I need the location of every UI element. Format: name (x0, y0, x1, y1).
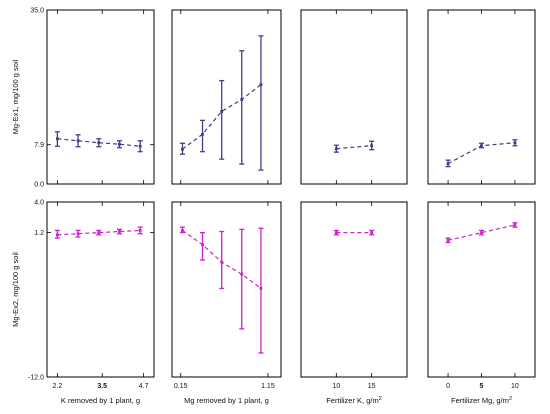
panel-frame (427, 9, 536, 185)
data-point (334, 231, 338, 235)
y-tick-label: 4.0 (34, 200, 44, 207)
data-point (55, 137, 59, 141)
y-axis-title: Mg-Ex1, mg/100 g soil (11, 59, 20, 134)
data-point (55, 233, 59, 237)
data-point (480, 144, 483, 148)
data-point (138, 229, 142, 232)
data-point (480, 231, 483, 235)
series-line (447, 224, 516, 241)
panel-p23: 10 15 Fertilizer K, g/m2 (300, 201, 408, 405)
data-point (513, 141, 517, 145)
x-tick-label: 2.2 (52, 383, 62, 390)
x-axis-title: K removed by 1 plant, g (61, 396, 140, 405)
data-point (76, 232, 80, 236)
x-tick-label: 15 (368, 383, 376, 390)
data-point (220, 110, 224, 113)
data-point (220, 260, 224, 264)
x-tick-label: 10 (511, 383, 519, 390)
series-line (336, 145, 372, 150)
panel-p14 (427, 9, 536, 185)
data-point (446, 238, 450, 242)
panel-p11: 0.0 7.9 35.0 Mg-Ex1, mg/100 g soil (11, 8, 155, 189)
y-axis-title: Mg-Ex2, mg/100 g soil (11, 252, 20, 327)
x-tick-label: 1.15 (261, 383, 275, 390)
panel-frame (46, 9, 155, 185)
y-tick-label: -12.0 (28, 375, 44, 382)
x-tick-label: 3.5 (97, 383, 107, 390)
panel-frame (46, 201, 155, 378)
data-point (118, 142, 121, 146)
data-point (97, 231, 101, 235)
data-point (201, 243, 204, 247)
data-point (201, 132, 204, 136)
y-tick-label: 0.0 (34, 182, 44, 189)
data-point (446, 162, 450, 166)
data-point (259, 83, 263, 86)
data-point (370, 231, 374, 235)
data-point (513, 223, 517, 227)
panel-p24: 0 5 10 Fertilizer Mg, g/m2 (427, 201, 536, 405)
panel-frame (300, 9, 408, 185)
panel-p21: -12.0 1.2 4.0 2.2 3.5 4.7 K removed by 1 plant… (11, 200, 155, 405)
data-point (370, 144, 374, 148)
panel-p13 (300, 9, 408, 185)
x-tick-label: 0 (446, 383, 450, 390)
data-point (97, 141, 101, 145)
y-tick-label: 7.9 (34, 142, 44, 149)
x-tick-label: 10 (332, 383, 340, 390)
x-axis-title: Fertilizer K, g/m2 (326, 396, 382, 405)
x-axis-title: Mg removed by 1 plant, g (184, 396, 269, 405)
data-point (118, 230, 121, 233)
panel-frame (300, 201, 408, 378)
panel-frame (427, 201, 536, 378)
panel-p22: 0.15 1.15 Mg removed by 1 plant, g (171, 201, 282, 405)
x-tick-label: 0.15 (174, 383, 188, 390)
data-point (259, 287, 263, 290)
x-tick-label: 5 (480, 383, 484, 390)
x-tick-label: 4.7 (139, 383, 149, 390)
data-point (138, 144, 142, 148)
panel-frame (171, 201, 282, 378)
series-line (182, 84, 262, 150)
x-axis-title: Fertilizer Mg, g/m2 (451, 396, 512, 405)
data-point (181, 229, 184, 232)
data-point (240, 98, 244, 101)
data-point (240, 272, 244, 276)
panel-frame (171, 9, 282, 185)
panel-p12 (171, 9, 282, 185)
y-tick-label: 1.2 (34, 230, 44, 237)
data-point (181, 147, 184, 151)
y-tick-label: 35.0 (30, 8, 44, 15)
data-point (334, 147, 338, 151)
data-point (76, 139, 80, 143)
